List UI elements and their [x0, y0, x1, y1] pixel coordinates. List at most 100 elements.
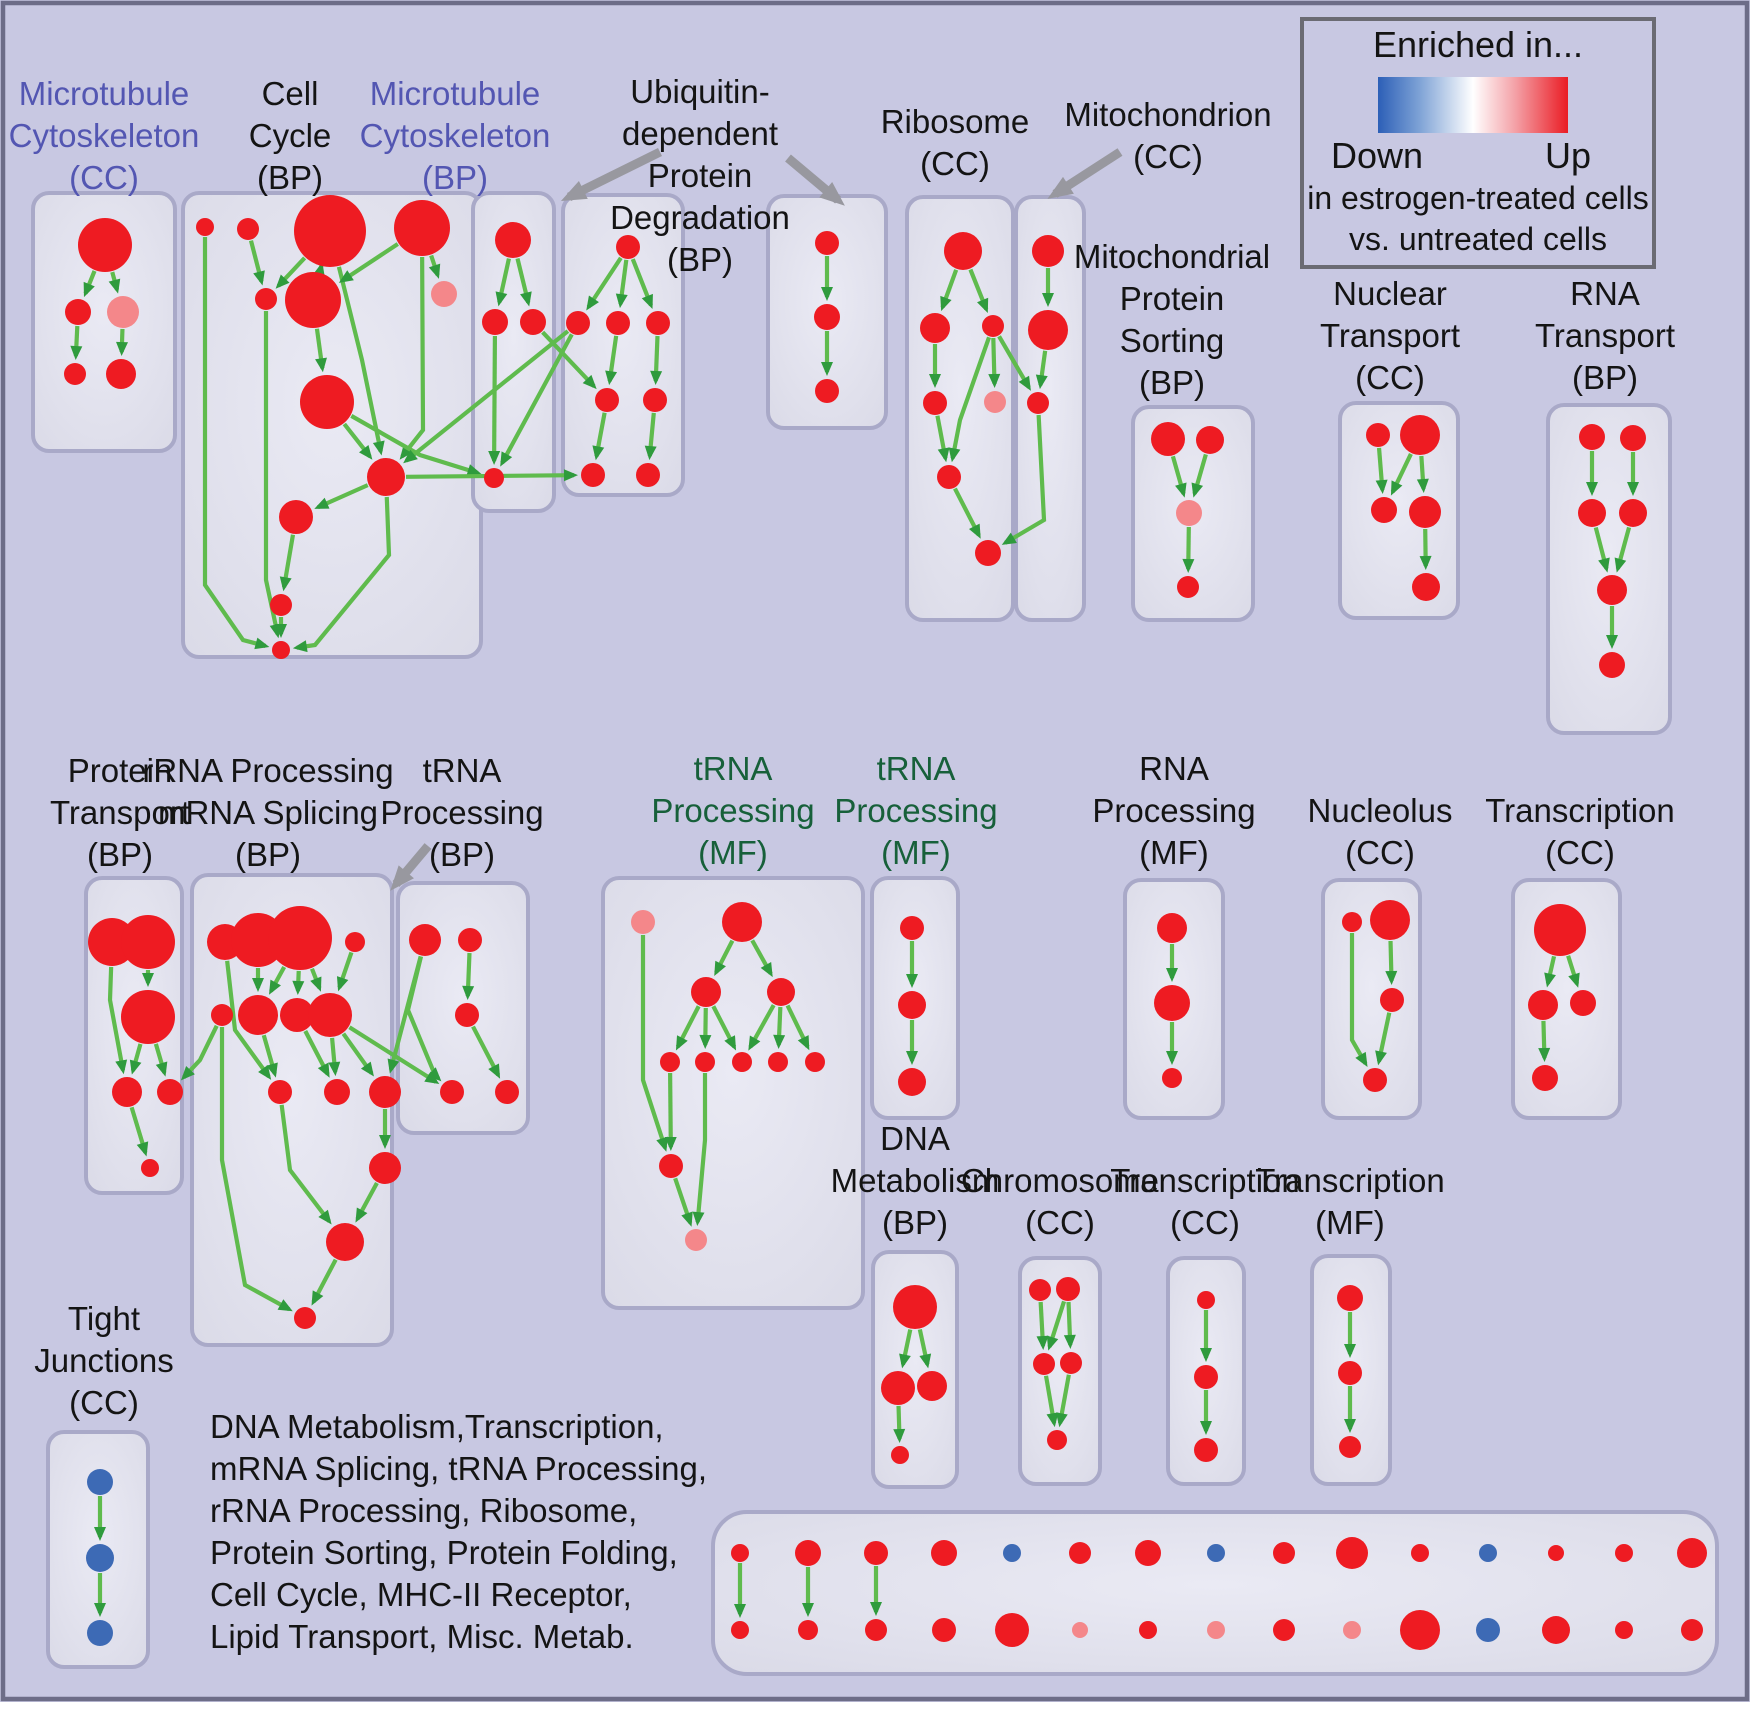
graph-edge [515, 257, 532, 307]
bottom-band-node [731, 1544, 749, 1562]
graph-edge [1538, 1020, 1551, 1063]
graph-node [279, 500, 313, 534]
graph-node [1151, 422, 1185, 456]
group-label-cell_cycle: Cycle [249, 117, 332, 154]
bottom-band-node [731, 1621, 749, 1639]
graph-node [944, 232, 982, 270]
bottom-band-node [1336, 1537, 1368, 1569]
bottom-band-node [798, 1620, 818, 1640]
legend-caption-line: in estrogen-treated cells [1307, 180, 1649, 216]
graph-edge [1035, 350, 1048, 390]
graph-edge [355, 1181, 379, 1223]
graph-edge [342, 422, 373, 460]
graph-node [484, 468, 504, 488]
graph-edge [310, 967, 322, 992]
graph-node [1619, 499, 1647, 527]
group-label-ribosome: (CC) [920, 145, 990, 182]
graph-node [893, 1285, 937, 1329]
graph-edge [129, 1043, 143, 1075]
graph-node [1532, 1065, 1558, 1091]
graph-node [107, 296, 139, 328]
graph-node [881, 1371, 915, 1405]
graph-node [660, 1052, 680, 1072]
graph-node [369, 1076, 401, 1108]
graph-edge [773, 1006, 786, 1050]
group-label-trna_mf1: tRNA [694, 750, 773, 787]
group-label-tight_j: (CC) [69, 1384, 139, 1421]
graph-edge [269, 965, 287, 995]
group-label-rrna: (BP) [235, 836, 301, 873]
group-label-trans_cc2: Transcription [1110, 1162, 1300, 1199]
group-label-trna_bp: tRNA [423, 752, 502, 789]
group-label-trna_mf2: tRNA [877, 750, 956, 787]
graph-node [440, 1080, 464, 1104]
group-label-trans_cc2: (CC) [1170, 1204, 1240, 1241]
graph-node [920, 313, 950, 343]
graph-node [975, 540, 1001, 566]
graph-node [86, 1544, 114, 1572]
graph-edge [1046, 1300, 1067, 1351]
graph-edge [336, 951, 354, 992]
cross-edge [350, 414, 482, 476]
graph-node [157, 1079, 183, 1105]
bottom-band-node [1273, 1619, 1295, 1641]
group-label-mt_cc: (CC) [69, 159, 139, 196]
graph-edge [785, 1004, 810, 1051]
bottom-band-node [1542, 1616, 1570, 1644]
legend-title: Enriched in... [1373, 24, 1583, 65]
graph-node [898, 1068, 926, 1096]
graph-node [923, 391, 947, 415]
graph-edge [471, 1025, 501, 1079]
graph-node [815, 231, 839, 255]
graph-node [1597, 575, 1627, 605]
graph-node [732, 1052, 752, 1072]
graph-edge [1063, 1301, 1076, 1350]
gray-annotation-arrow [785, 154, 845, 206]
cross-edge [541, 330, 597, 390]
misc-category-text-line: Cell Cycle, MHC-II Receptor, [210, 1576, 632, 1613]
graph-node [1194, 1438, 1218, 1462]
graph-edge [605, 335, 619, 386]
group-label-nuc_t: Transport [1320, 317, 1460, 354]
legend-caption-line: vs. untreated cells [1349, 221, 1607, 257]
graph-node [1337, 1285, 1363, 1311]
group-label-mito: (CC) [1133, 138, 1203, 175]
graph-node [409, 924, 441, 956]
graph-node [326, 1223, 364, 1261]
group-label-tight_j: Tight [68, 1300, 140, 1337]
graph-edge [750, 939, 773, 978]
graph-edge [1544, 955, 1557, 988]
graph-edge [1191, 453, 1208, 498]
graph-edge [1043, 1375, 1059, 1428]
group-label-trans_cc1: Transcription [1485, 792, 1675, 829]
group-label-nuc_t: Nuclear [1333, 275, 1447, 312]
cross-edge [403, 329, 570, 464]
graph-edge [495, 258, 511, 307]
graph-edge [1375, 447, 1388, 495]
misc-category-text-line: rRNA Processing, Ribosome, [210, 1492, 637, 1529]
graph-edge [279, 1104, 332, 1225]
graph-edge [219, 1027, 293, 1312]
graph-edge [675, 1005, 701, 1051]
graph-node [891, 1446, 909, 1464]
group-label-nuc_t: (CC) [1355, 359, 1425, 396]
graph-node [1162, 1068, 1182, 1088]
graph-node [1338, 1361, 1362, 1385]
graph-node [272, 641, 290, 659]
graph-edge [263, 311, 282, 639]
group-label-mt_cc: Cytoskeleton [9, 117, 200, 154]
graph-edge [83, 270, 97, 298]
legend-gradient-bar [1378, 77, 1568, 133]
graph-edge [664, 1072, 677, 1152]
graph-edge [261, 1034, 278, 1078]
graph-node [1197, 1291, 1215, 1309]
group-label-mito: Mitochondrion [1064, 96, 1271, 133]
bottom-band-node [864, 1541, 888, 1565]
group-label-trna_bp: (BP) [429, 836, 495, 873]
graph-node [237, 218, 259, 240]
bottom-band-node [1072, 1622, 1088, 1638]
graph-edge [948, 336, 992, 463]
graph-node [495, 222, 531, 258]
